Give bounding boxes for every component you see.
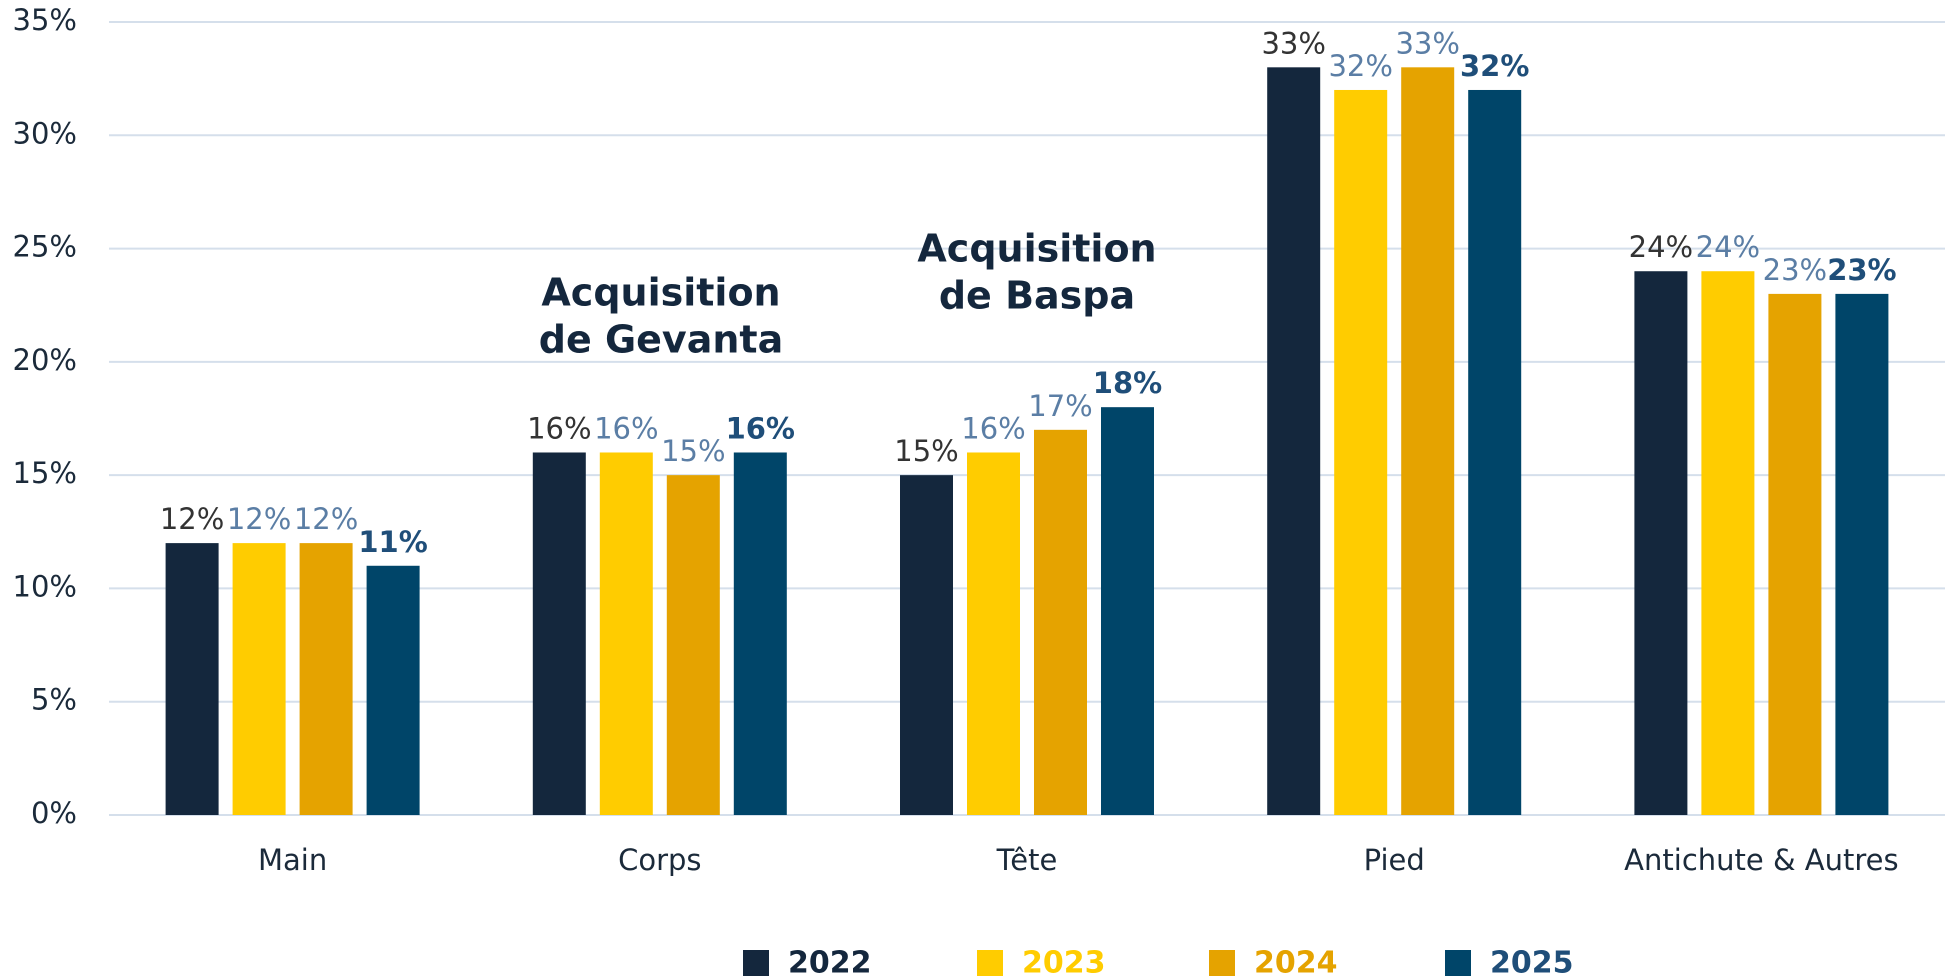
bar (666, 475, 720, 815)
x-tick-label: Pied (1364, 843, 1425, 877)
data-label: 32% (1328, 49, 1392, 83)
legend-swatch (743, 950, 769, 976)
data-label: 16% (594, 411, 658, 445)
annotation: de Gevanta (539, 318, 783, 362)
y-tick-label: 35% (13, 3, 77, 37)
y-tick-label: 5% (31, 683, 77, 717)
legend-swatch (1209, 950, 1235, 976)
bar (299, 543, 353, 815)
bar (1468, 89, 1522, 815)
annotation: Acquisition (917, 227, 1156, 271)
data-label: 12% (160, 502, 224, 536)
bar (366, 565, 420, 815)
bar (1267, 67, 1321, 816)
legend-label: 2022 (788, 946, 872, 976)
bar (1835, 293, 1889, 815)
x-tick-label: Antichute & Autres (1624, 843, 1898, 877)
bar (1101, 407, 1154, 815)
bar (1034, 429, 1087, 815)
data-label: 17% (1028, 389, 1092, 423)
bar (1634, 271, 1688, 815)
data-label: 33% (1395, 26, 1459, 60)
bar (532, 452, 586, 815)
bar (165, 543, 219, 815)
legend-swatch (1445, 950, 1471, 976)
y-tick-label: 0% (31, 796, 77, 830)
data-label: 12% (227, 502, 291, 536)
data-label: 23% (1763, 253, 1827, 287)
data-label: 15% (661, 434, 725, 468)
y-tick-label: 15% (13, 456, 77, 490)
bar (599, 452, 653, 815)
x-tick-label: Main (258, 843, 327, 877)
bar (1334, 89, 1388, 815)
data-label: 16% (726, 411, 795, 445)
legend-label: 2023 (1022, 946, 1106, 976)
y-tick-label: 10% (13, 569, 77, 603)
legend-label: 2024 (1254, 946, 1338, 976)
bar (733, 452, 787, 815)
legend-swatch (977, 950, 1003, 976)
data-label: 24% (1696, 230, 1760, 264)
data-label: 11% (358, 525, 427, 559)
x-tick-label: Tête (996, 843, 1058, 877)
data-label: 16% (527, 411, 591, 445)
legend-label: 2025 (1490, 946, 1574, 976)
bar (1768, 293, 1822, 815)
bar (1701, 271, 1755, 815)
data-label: 32% (1460, 49, 1529, 83)
data-label: 12% (294, 502, 358, 536)
y-tick-label: 25% (13, 230, 77, 264)
data-label: 24% (1629, 230, 1693, 264)
annotation: Acquisition (541, 271, 780, 315)
bar (1401, 67, 1455, 816)
data-label: 23% (1827, 253, 1896, 287)
bar (967, 452, 1020, 815)
y-tick-label: 20% (13, 343, 77, 377)
data-label: 18% (1093, 366, 1162, 400)
annotation: de Baspa (939, 274, 1135, 318)
bar (900, 475, 953, 815)
data-label: 33% (1261, 26, 1325, 60)
data-label: 15% (894, 434, 958, 468)
bar (232, 543, 286, 815)
data-label: 16% (961, 411, 1025, 445)
y-tick-label: 30% (13, 116, 77, 150)
x-tick-label: Corps (618, 843, 701, 877)
